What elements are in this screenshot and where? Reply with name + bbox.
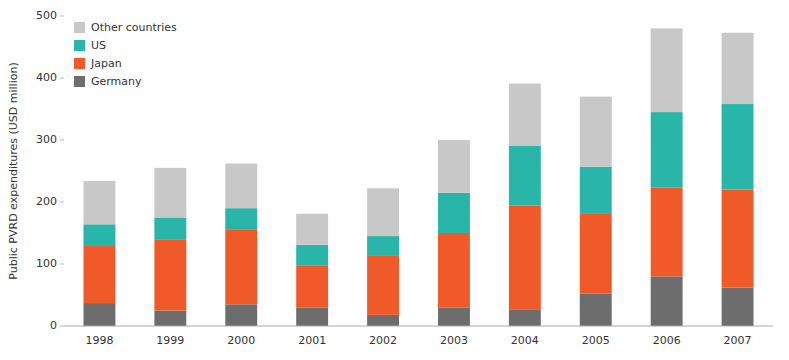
bar-segment [580,294,612,326]
chart-container: 0 100 200 300 400 500 Public PVRD expenditures… [0,0,789,360]
bar-segment [367,256,399,315]
x-tick-label: 1999 [156,334,184,347]
x-tick-label: 2001 [298,334,326,347]
y-tick [60,326,64,327]
legend-label: Other countries [91,21,177,34]
bar-segment [296,214,328,245]
y-tick-label: 0 [50,319,57,332]
bar-segment [438,193,470,233]
x-axis-line [64,326,773,327]
bar-segment [154,218,186,240]
bar-segment [225,164,257,209]
bar-segment [154,168,186,218]
x-tick-label: 2000 [227,334,255,347]
legend-swatch [74,40,85,51]
bar-segment [83,303,115,326]
bar-segment [509,206,541,310]
y-tick [60,140,64,141]
x-tick-label: 2003 [440,334,468,347]
x-tick-label: 2002 [369,334,397,347]
y-tick [60,78,64,79]
x-tick-label: 2006 [653,334,681,347]
x-tick-label: 2004 [511,334,539,347]
bar-segment [651,112,683,188]
bar-segment [225,304,257,326]
y-tick [60,16,64,17]
bar-segment [651,188,683,277]
bar-segment [509,84,541,146]
legend-label: Germany [91,75,142,88]
bar-segment [154,239,186,310]
x-tick-label: 2005 [582,334,610,347]
y-tick [60,264,64,265]
y-tick-label: 300 [36,133,57,146]
bar-segment [722,190,754,288]
bar-segment [225,230,257,304]
series-3 [83,28,753,244]
bar-segment [651,276,683,326]
bar-segment [296,245,328,265]
chart-svg: 0 100 200 300 400 500 Public PVRD expenditures… [0,0,789,360]
legend-label: Japan [90,57,122,70]
bar-segment [438,233,470,307]
bar-segment [367,188,399,236]
bar-segment [651,28,683,112]
bar-segment [580,213,612,294]
bar-segment [83,181,115,224]
y-tick-label: 500 [36,9,57,22]
bar-segment [722,104,754,190]
y-tick-label: 200 [36,195,57,208]
bar-segment [438,140,470,193]
bars [83,28,753,326]
bar-segment [83,246,115,303]
bar-segment [509,146,541,206]
y-tick-label: 100 [36,257,57,270]
bar-segment [83,224,115,246]
bar-segment [367,315,399,326]
bar-segment [225,208,257,230]
bar-segment [296,265,328,307]
bar-segment [367,236,399,256]
legend-label: US [91,39,106,52]
bar-segment [296,307,328,326]
legend: Other countries US Japan Germany [74,21,177,88]
bar-segment [722,288,754,326]
legend-swatch [74,58,85,69]
legend-swatch [74,22,85,33]
legend-swatch [74,76,85,87]
bar-segment [580,167,612,214]
x-axis: 1998 1999 2000 2001 2002 2003 2004 2005 2006 2007 [64,326,773,347]
series-2 [83,104,753,265]
bar-segment [722,33,754,104]
bar-segment [580,97,612,167]
bar-segment [438,307,470,326]
y-tick-label: 400 [36,71,57,84]
bar-segment [154,311,186,327]
x-tick-label: 2007 [724,334,752,347]
bar-segment [509,309,541,326]
y-axis: 0 100 200 300 400 500 [36,9,64,332]
y-tick [60,202,64,203]
y-axis-label: Public PVRD expenditures (USD million) [7,62,20,279]
x-tick-label: 1998 [85,334,113,347]
